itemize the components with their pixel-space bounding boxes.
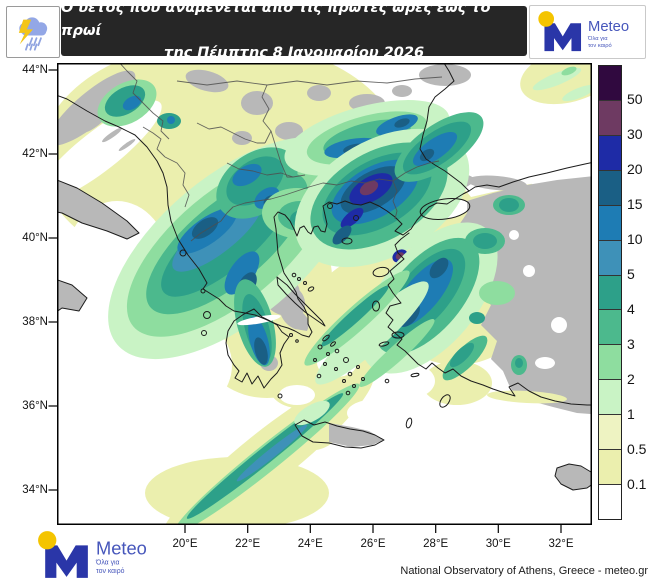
lightning-bolt-icon (18, 19, 33, 45)
meteo-logo: Meteo Όλα για τον καιρό (38, 531, 147, 578)
meteo-m-glyph (45, 545, 88, 578)
rain-streak-southwest (174, 383, 360, 525)
coastlines (57, 63, 592, 449)
italy-calabria (57, 279, 88, 313)
colorbar-segment (599, 100, 621, 136)
meteo-wordmark: Meteo (588, 19, 629, 35)
colorbar-label: 0.1 (627, 476, 647, 492)
colorbar-segment (599, 135, 621, 171)
colorbar-label: 10 (627, 231, 643, 247)
colorbar-label: 3 (627, 336, 635, 352)
meteo-m-glyph (543, 23, 581, 52)
lon-axis-label: 28°E (423, 538, 449, 550)
rain-cells-turkey (465, 195, 525, 324)
meteo-tagline-2: τον καιρό (96, 567, 125, 575)
meteo-tagline-1: Όλα για (587, 36, 608, 42)
map-frame (48, 63, 592, 533)
lon-axis-label: 22°E (235, 538, 261, 550)
colorbar-segment (599, 170, 621, 206)
lat-axis-label: 44°N (22, 64, 48, 76)
colorbar-label: 4 (627, 301, 635, 317)
forecast-title-line2: της Πέμπτης 8 Ιανουαρίου 2026 (163, 45, 425, 62)
lon-axis-label: 24°E (297, 538, 323, 550)
colorbar-segment (599, 450, 621, 486)
colorbar-segment (599, 205, 621, 241)
colorbar-segment (599, 275, 621, 311)
colorbar-label: 2 (627, 371, 635, 387)
storm-icon-box (6, 6, 60, 58)
colorbar-segment (599, 415, 621, 451)
colorbar-segment (599, 345, 621, 381)
lat-axis-label: 40°N (22, 232, 48, 244)
lon-axis-label: 20°E (172, 538, 198, 550)
colorbar-label: 1 (627, 406, 635, 422)
rain-streaks-icon (25, 37, 42, 51)
lon-axis-label: 30°E (485, 538, 511, 550)
meteo-wordmark: Meteo (96, 537, 147, 558)
map-paint (57, 63, 592, 525)
storm-icon (18, 17, 48, 51)
meteo-tagline-1: Όλα για (95, 560, 120, 567)
meteo-logo-bottom: Meteo Όλα για τον καιρό (33, 528, 161, 583)
colorbar-label: 5 (627, 266, 635, 282)
colorbar-label: 50 (627, 91, 643, 107)
country-borders (119, 63, 443, 242)
rain-cluster-thrace (294, 112, 484, 268)
colorbar-segment (599, 380, 621, 416)
meteo-logo-top: Meteo Όλα για τον καιρό (529, 5, 646, 59)
colorbar-segment (599, 485, 621, 519)
colorbar-segment (599, 240, 621, 276)
colorbar-segment (599, 66, 621, 101)
forecast-title-banner: Ο υετός που αναμένεται από τις πρώτες ώρ… (61, 0, 527, 61)
meteo-sun-dot (38, 531, 57, 550)
meteo-sun-dot (537, 11, 554, 27)
lon-axis-label: 32°E (548, 538, 574, 550)
precipitation-map (48, 63, 592, 533)
meteo-logo: Meteo Όλα για τον καιρό (537, 11, 629, 52)
colorbar-label: 0.5 (627, 441, 647, 457)
attribution-text: National Observatory of Athens, Greece -… (400, 565, 648, 577)
colorbar-label: 30 (627, 126, 643, 142)
rain-ne-corner (520, 63, 592, 105)
italy-heel (57, 179, 140, 240)
meteo-tagline-2: τον καιρό (588, 42, 612, 49)
cyprus (554, 463, 592, 491)
colorbar-label: 20 (627, 161, 643, 177)
lon-axis-label: 26°E (360, 538, 386, 550)
forecast-title-line1: Ο υετός που αναμένεται από τις πρώτες ώρ… (61, 0, 491, 39)
lat-axis-label: 36°N (22, 400, 48, 412)
colorbar-segment (599, 310, 621, 346)
colorbar-label: 15 (627, 196, 643, 212)
lat-axis-label: 38°N (22, 316, 48, 328)
lat-axis-label: 42°N (22, 148, 48, 160)
colorbar (598, 65, 622, 520)
lat-axis-label: 34°N (22, 484, 48, 496)
